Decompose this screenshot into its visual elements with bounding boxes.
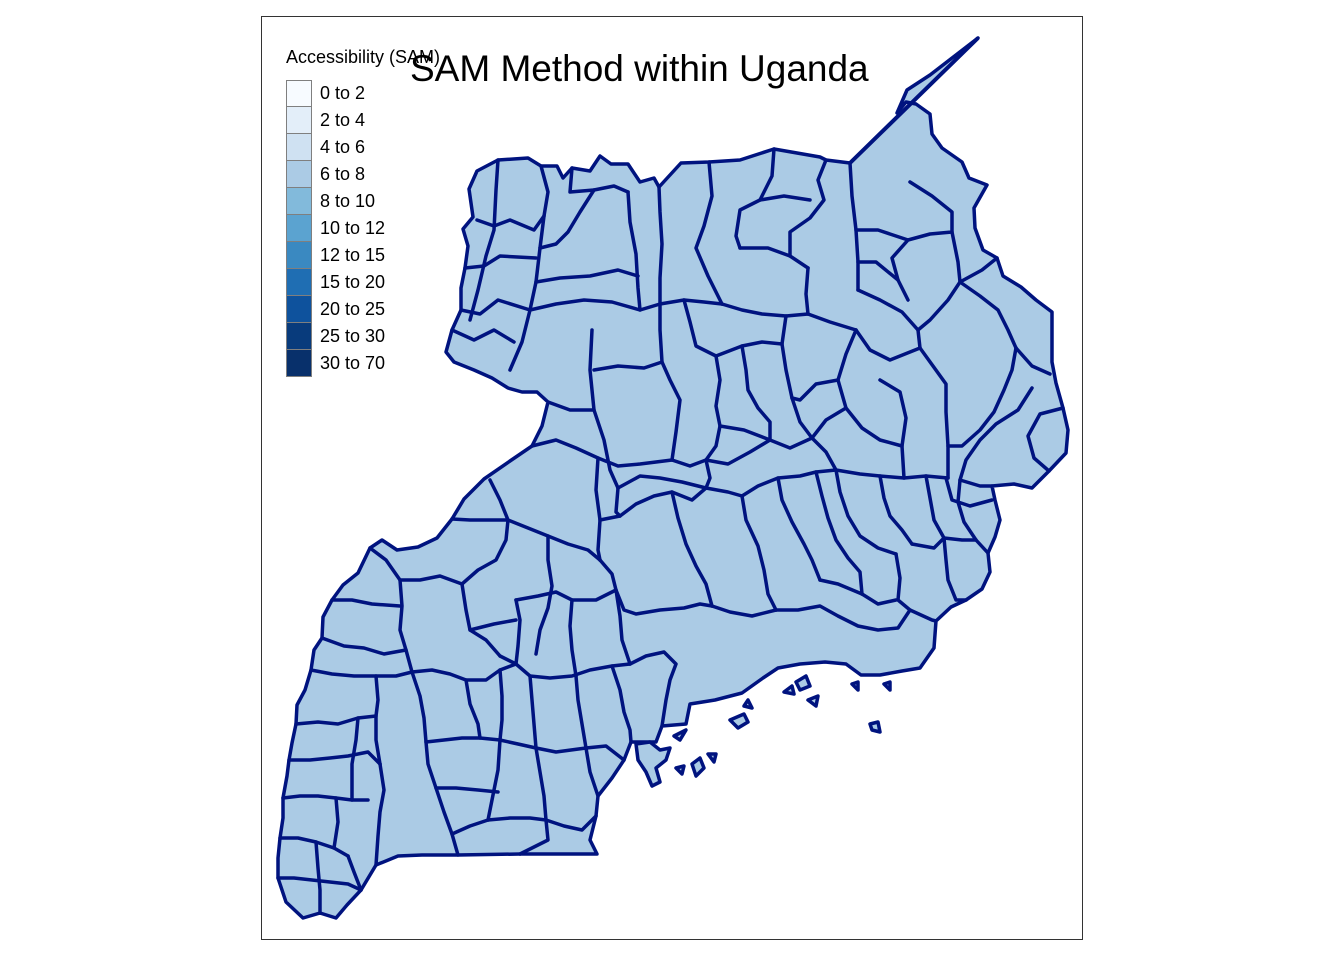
uganda-country-shape <box>276 36 1070 920</box>
map-title: SAM Method within Uganda <box>410 48 869 89</box>
legend-swatch <box>286 215 312 242</box>
legend-item: 10 to 12 <box>286 215 440 242</box>
legend-label: 30 to 70 <box>320 353 386 373</box>
legend-item: 25 to 30 <box>286 323 440 350</box>
legend-swatch <box>286 296 312 323</box>
legend-label: 15 to 20 <box>320 272 386 292</box>
legend-swatch <box>286 242 312 269</box>
legend-label: 8 to 10 <box>320 191 376 211</box>
legend-label: 6 to 8 <box>320 164 366 184</box>
legend-item: 12 to 15 <box>286 242 440 269</box>
lake-islands <box>634 674 892 788</box>
legend-item: 0 to 2 <box>286 80 440 107</box>
legend-label: 0 to 2 <box>320 83 366 103</box>
legend-swatch <box>286 80 312 107</box>
legend-item: 30 to 70 <box>286 350 440 377</box>
legend-label: 2 to 4 <box>320 110 366 130</box>
legend-item: 15 to 20 <box>286 269 440 296</box>
legend-label: 10 to 12 <box>320 218 386 238</box>
legend-swatch <box>286 161 312 188</box>
legend-swatch <box>286 107 312 134</box>
district-boundaries <box>276 147 1065 915</box>
legend-title: Accessibility (SAM) <box>286 47 441 67</box>
map-legend: Accessibility (SAM) 0 to 2 2 to 4 4 to 6 6 … <box>286 46 440 377</box>
legend-swatch <box>286 134 312 161</box>
legend-label: 25 to 30 <box>320 326 386 346</box>
legend-swatch <box>286 323 312 350</box>
legend-item: 6 to 8 <box>286 161 440 188</box>
legend-items: 0 to 2 2 to 4 4 to 6 6 to 8 8 to 10 10 to 12 1… <box>286 80 440 377</box>
legend-item: 8 to 10 <box>286 188 440 215</box>
legend-swatch <box>286 269 312 296</box>
legend-label: 4 to 6 <box>320 137 366 157</box>
legend-swatch <box>286 188 312 215</box>
border-spike <box>848 36 980 165</box>
legend-item: 4 to 6 <box>286 134 440 161</box>
legend-item: 20 to 25 <box>286 296 440 323</box>
legend-label: 20 to 25 <box>320 299 386 319</box>
legend-swatch <box>286 350 312 377</box>
legend-item: 2 to 4 <box>286 107 440 134</box>
legend-label: 12 to 15 <box>320 245 386 265</box>
